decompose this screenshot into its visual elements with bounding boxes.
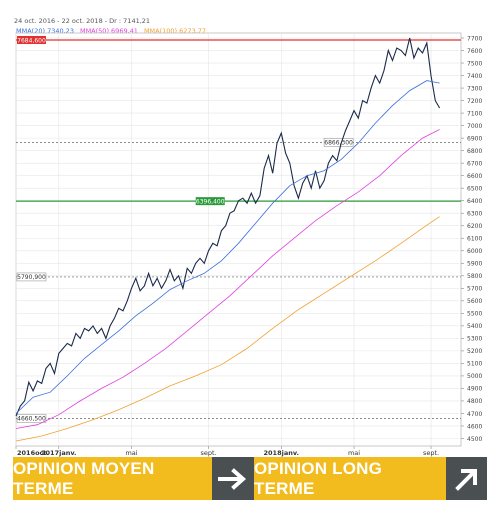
y-tick-label: 7200 xyxy=(467,98,482,105)
y-tick-label: 7000 xyxy=(467,123,482,130)
arrow-up-right-icon xyxy=(454,468,477,491)
long-term-opinion-button[interactable]: OPINION LONG TERME xyxy=(254,457,446,500)
moving-average-line xyxy=(15,216,440,442)
reference-label: 5790,900 xyxy=(17,274,46,281)
x-tick-label: mai xyxy=(348,449,360,457)
y-tick-label: 6300 xyxy=(467,211,482,218)
y-tick-label: 5600 xyxy=(467,298,482,305)
y-tick-label: 6500 xyxy=(467,185,482,192)
x-tick-label: 2017janv. xyxy=(41,449,77,457)
y-tick-label: 6600 xyxy=(467,173,482,180)
medium-term-opinion-button[interactable]: OPINION MOYEN TERME xyxy=(13,457,212,500)
reference-label: 6866,300 xyxy=(324,140,353,147)
x-tick-label: 2016oct. xyxy=(17,449,49,457)
y-tick-label: 5000 xyxy=(467,373,482,380)
y-tick-label: 5200 xyxy=(467,348,482,355)
legend-entry: MMA(100) 6273,77 xyxy=(143,27,207,35)
price-chart: 4500 4600 4700 4800 4900 5000 5100 5200 5300 5400… xyxy=(15,32,482,457)
legend-value: 7340,23 xyxy=(47,27,74,35)
legend-value: 6273,77 xyxy=(179,27,207,35)
y-tick-label: 4700 xyxy=(467,411,482,418)
y-tick-label: 5100 xyxy=(467,361,482,368)
y-tick-label: 5900 xyxy=(467,261,482,268)
chart-range-header: 24 oct. 2016 - 22 oct. 2018 - Dr : 7141,… xyxy=(14,17,151,25)
y-tick-label: 7600 xyxy=(467,48,482,55)
y-tick-label: 5800 xyxy=(467,273,482,280)
long-term-opinion-label: OPINION LONG TERME xyxy=(254,458,383,498)
y-tick-label: 7300 xyxy=(467,85,482,92)
reference-label-box xyxy=(323,138,354,147)
x-tick-label: mai xyxy=(125,449,137,457)
y-tick-label: 4500 xyxy=(467,436,482,443)
moving-average-line xyxy=(15,129,440,429)
reference-label: 7684,600 xyxy=(17,37,46,44)
y-tick-label: 4800 xyxy=(467,398,482,405)
y-tick-label: 4600 xyxy=(467,423,482,430)
legend-value: 6969,41 xyxy=(111,27,138,35)
y-tick-label: 7700 xyxy=(467,35,482,42)
price-series-line xyxy=(15,37,441,417)
y-tick-label: 5700 xyxy=(467,286,482,293)
reference-label: 6396,400 xyxy=(196,198,225,205)
y-tick-label: 7500 xyxy=(467,60,482,67)
plot-area xyxy=(15,32,462,447)
legend-entry: MMA(50) 6969,41 xyxy=(79,27,138,35)
y-tick-label: 6900 xyxy=(467,135,482,142)
reference-label-box xyxy=(17,36,46,45)
y-tick-label: 6000 xyxy=(467,248,482,255)
y-tick-label: 6200 xyxy=(467,223,482,230)
y-tick-label: 6800 xyxy=(467,148,482,155)
y-tick-label: 6100 xyxy=(467,236,482,243)
x-tick-label: sept. xyxy=(423,449,439,457)
y-tick-label: 6700 xyxy=(467,160,482,167)
x-tick-label: 2018janv. xyxy=(264,449,300,457)
arrow-right-icon xyxy=(218,467,247,490)
y-tick-label: 7400 xyxy=(467,73,482,80)
chart-container: 24 oct. 2016 - 22 oct. 2018 - Dr : 7141,… xyxy=(14,17,482,457)
y-tick-label: 6400 xyxy=(467,198,482,205)
y-tick-label: 5400 xyxy=(467,323,482,330)
medium-term-opinion-label: OPINION MOYEN TERME xyxy=(13,458,155,498)
reference-label: 4660,500 xyxy=(17,416,46,423)
reference-label-box xyxy=(16,272,47,282)
moving-average-line xyxy=(15,80,440,414)
y-tick-label: 4900 xyxy=(467,386,482,393)
x-tick-label: sept. xyxy=(200,449,216,457)
reference-label-box xyxy=(195,197,225,206)
y-tick-label: 5300 xyxy=(467,336,482,343)
y-tick-label: 5500 xyxy=(467,311,482,318)
opinion-bar: OPINION MOYEN TERME OPINION LONG TERME xyxy=(13,457,487,500)
legend-entry: MMA(20) 7340,23 xyxy=(16,27,74,35)
reference-label-box xyxy=(16,414,47,423)
medium-term-arrow-button[interactable] xyxy=(212,457,254,500)
y-tick-label: 7100 xyxy=(467,110,482,117)
chart-legend: MMA(20) 7340,23 MMA(50) 6969,41 MMA(100) 6… xyxy=(16,27,212,35)
long-term-arrow-button[interactable] xyxy=(446,457,487,500)
